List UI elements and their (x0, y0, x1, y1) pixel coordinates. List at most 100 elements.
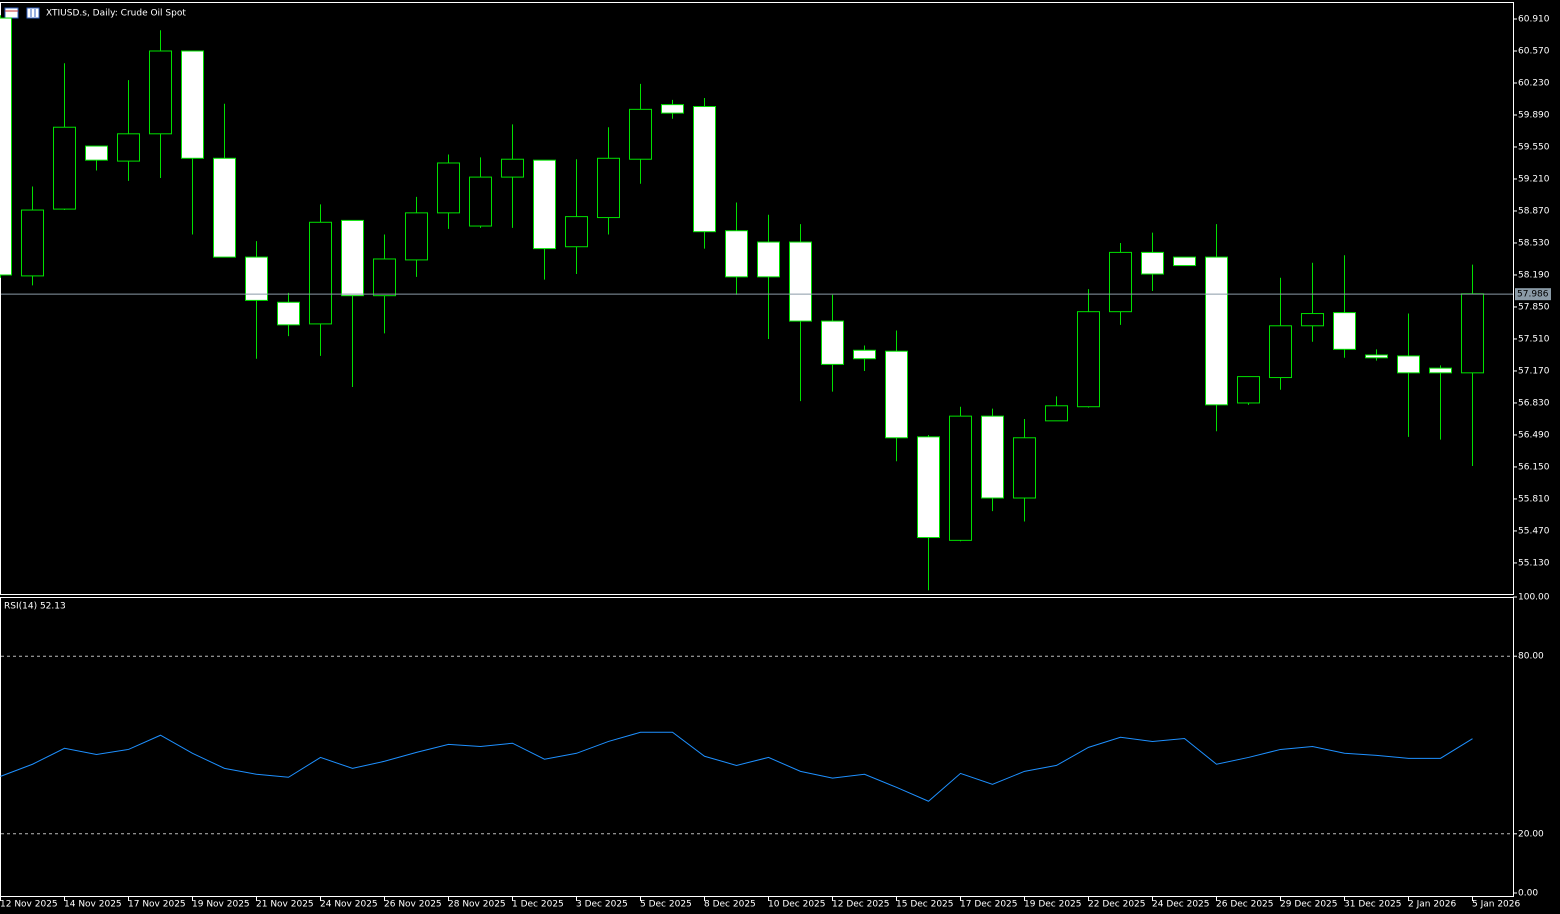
candle-body (277, 301, 300, 326)
y-tick-label: 80.00 (1518, 652, 1544, 662)
candle-body (245, 256, 268, 301)
candle-body (1333, 312, 1356, 350)
x-tick-label: 26 Dec 2025 (1216, 900, 1274, 910)
candle-body (981, 415, 1004, 499)
x-tick-label: 24 Dec 2025 (1152, 900, 1210, 910)
candle-body (949, 415, 972, 541)
x-tick-label: 12 Dec 2025 (832, 900, 890, 910)
candle-body (501, 158, 524, 178)
candle-body (725, 230, 748, 278)
x-tick-label: 19 Dec 2025 (1024, 900, 1082, 910)
candle-body (149, 50, 172, 135)
candle-body (533, 159, 556, 250)
x-tick-label: 5 Jan 2026 (1472, 900, 1520, 910)
x-tick-label: 31 Dec 2025 (1344, 900, 1402, 910)
candle-body (1429, 367, 1452, 374)
candle-body (693, 106, 716, 233)
candle-body (309, 221, 332, 325)
candle-body (1397, 355, 1420, 374)
candle-body (629, 108, 652, 160)
y-tick-label: 60.910 (1518, 14, 1550, 24)
y-tick-label: 58.190 (1518, 270, 1550, 280)
y-tick-label: 55.130 (1518, 558, 1550, 568)
y-tick-label: 57.510 (1518, 334, 1550, 344)
x-tick-label: 12 Nov 2025 (0, 900, 58, 910)
candle-body (1301, 313, 1324, 327)
candle-body (437, 162, 460, 214)
candle-body (821, 320, 844, 365)
y-tick-label: 56.830 (1518, 398, 1550, 408)
candle-body (789, 241, 812, 322)
x-tick-label: 1 Dec 2025 (512, 900, 564, 910)
price-tag (1515, 288, 1551, 301)
x-tick-label: 21 Nov 2025 (256, 900, 314, 910)
rsi-title: RSI(14) 52.13 (4, 602, 66, 612)
y-tick-label: 58.530 (1518, 238, 1550, 248)
candle-body (597, 157, 620, 219)
x-tick-label: 5 Dec 2025 (640, 900, 692, 910)
y-tick-label: 59.890 (1518, 110, 1550, 120)
y-tick-label: 60.230 (1518, 78, 1550, 88)
price-panel (0, 2, 1514, 595)
candle-body (53, 126, 76, 210)
y-tick-label: 57.850 (1518, 302, 1550, 312)
y-tick-label: 20.00 (1518, 829, 1544, 839)
candle-body (1237, 376, 1260, 404)
candle-body (1045, 405, 1068, 422)
x-tick-label: 28 Nov 2025 (448, 900, 506, 910)
candle-body (661, 104, 684, 114)
y-tick-label: 56.150 (1518, 462, 1550, 472)
candle-body (1173, 256, 1196, 267)
y-tick-label: 55.470 (1518, 526, 1550, 536)
candle-body (1109, 251, 1132, 313)
y-tick-label: 59.210 (1518, 174, 1550, 184)
candle-body (1141, 251, 1164, 275)
candle-body (341, 219, 364, 297)
candle-body (117, 133, 140, 162)
candle-body (1269, 325, 1292, 379)
candle-body (85, 145, 108, 161)
candle-body (853, 349, 876, 360)
rsi-panel (0, 597, 1514, 897)
x-tick-label: 29 Dec 2025 (1280, 900, 1338, 910)
x-tick-label: 22 Dec 2025 (1088, 900, 1146, 910)
candle-body (1205, 256, 1228, 406)
y-tick-label: 57.170 (1518, 366, 1550, 376)
candle-body (1365, 354, 1388, 359)
y-tick-label: 100.00 (1518, 593, 1550, 603)
y-tick-label: 59.550 (1518, 142, 1550, 152)
x-tick-label: 24 Nov 2025 (320, 900, 378, 910)
candle-body (181, 50, 204, 159)
x-tick-label: 8 Dec 2025 (704, 900, 756, 910)
candle-body (405, 212, 428, 261)
x-tick-label: 3 Dec 2025 (576, 900, 628, 910)
candle-body (1013, 437, 1036, 499)
candle-body (373, 258, 396, 297)
x-tick-label: 10 Dec 2025 (768, 900, 826, 910)
candle-body (0, 17, 12, 276)
price-tag-label: 57.986 (1517, 290, 1549, 300)
icon-chart[interactable] (26, 7, 40, 19)
x-tick-label: 17 Nov 2025 (128, 900, 186, 910)
y-tick-label: 56.490 (1518, 430, 1550, 440)
rsi-line (0, 731, 1473, 802)
candle-body (469, 176, 492, 227)
x-tick-label: 15 Dec 2025 (896, 900, 954, 910)
candle-body (213, 157, 236, 258)
x-tick-label: 17 Dec 2025 (960, 900, 1018, 910)
candle-body (1461, 293, 1484, 374)
candle-body (917, 436, 940, 539)
x-tick-label: 19 Nov 2025 (192, 900, 250, 910)
x-tick-label: 26 Nov 2025 (384, 900, 442, 910)
candle-body (885, 350, 908, 439)
icon-table[interactable] (4, 7, 19, 19)
candle-body (757, 241, 780, 278)
x-tick-label: 14 Nov 2025 (64, 900, 122, 910)
chart-title: XTIUSD.s, Daily: Crude Oil Spot (46, 9, 186, 19)
candle-body (1077, 311, 1100, 408)
candle-body (565, 216, 588, 248)
candle-body (21, 209, 44, 277)
